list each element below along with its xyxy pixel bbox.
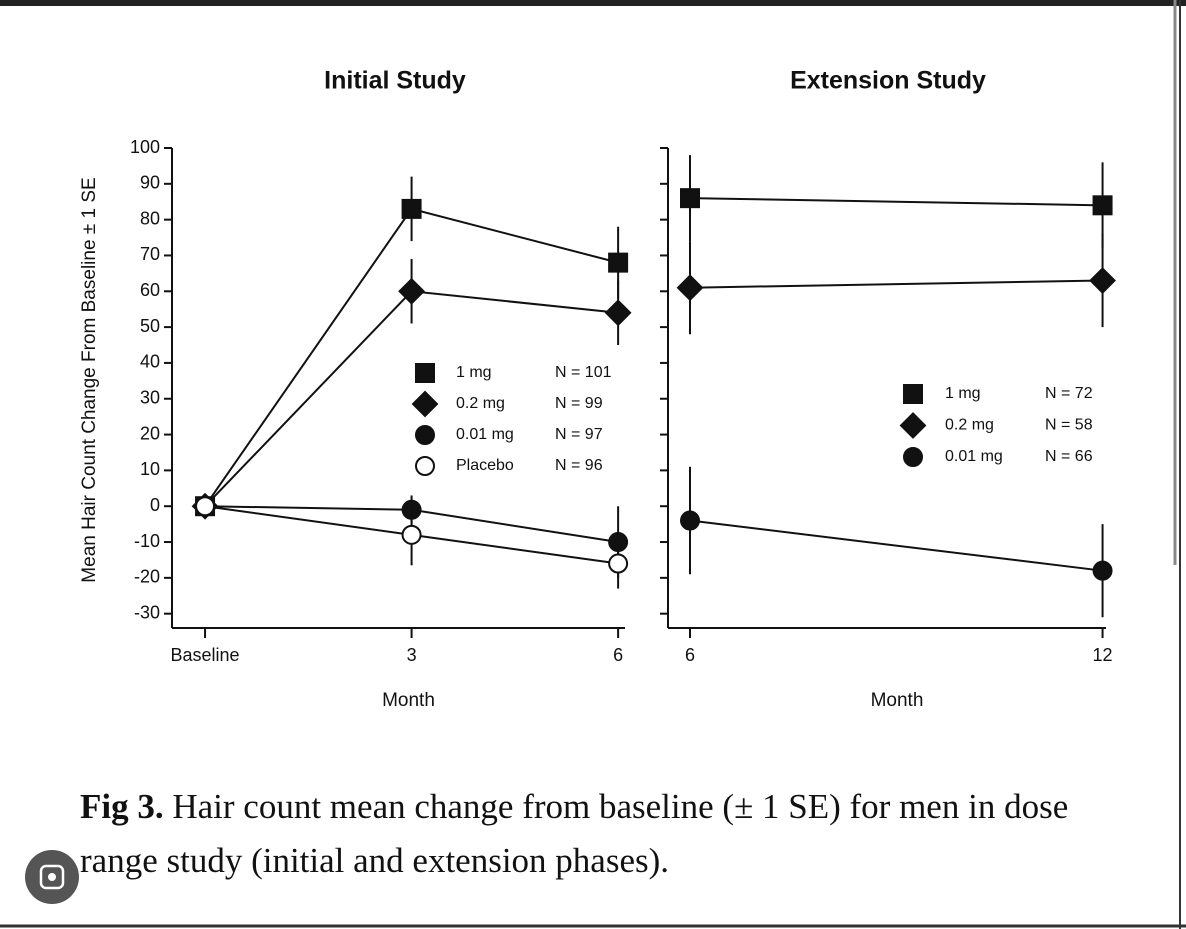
- marker: [1089, 267, 1116, 294]
- legend-label: 0.01 mg: [456, 426, 514, 443]
- series-line: [689, 197, 1103, 207]
- marker: [398, 277, 425, 305]
- series: [676, 233, 1116, 335]
- y-tick-label: 40: [140, 352, 160, 372]
- legend-entry: 0.01 mg N = 66: [903, 447, 1093, 467]
- y-tick-label: 60: [140, 280, 160, 300]
- marker: [608, 252, 629, 273]
- chart-title: Extension Study: [790, 67, 986, 95]
- legend-entry: 0.01 mg N = 97: [415, 425, 603, 445]
- series-line: [689, 519, 1103, 572]
- x-axis-label: Month: [382, 690, 435, 711]
- legend-label: 0.2 mg: [945, 417, 994, 434]
- caption-label: Fig 3.: [80, 787, 164, 826]
- x-tick-label: 3: [407, 645, 417, 665]
- series: [680, 466, 1113, 618]
- legend-entry: 1 mg N = 101: [415, 363, 612, 383]
- legend-label: 0.2 mg: [456, 395, 505, 412]
- x-tick-label: 6: [613, 645, 623, 665]
- top-bar: [0, 0, 1186, 6]
- y-tick-label: 100: [130, 137, 160, 157]
- legend-label: 1 mg: [945, 385, 981, 402]
- y-tick-label: 70: [140, 244, 160, 264]
- y-tick-label: -30: [134, 602, 160, 622]
- legend-marker: [415, 363, 435, 383]
- series: [195, 496, 629, 589]
- legend-entry: 0.2 mg N = 58: [899, 412, 1093, 439]
- marker: [1092, 195, 1113, 216]
- y-tick-label: 0: [150, 495, 160, 515]
- legend-n: N = 96: [555, 457, 603, 474]
- caption-text: Hair count mean change from baseline (± …: [80, 787, 1069, 880]
- x-tick-label: 6: [685, 645, 695, 665]
- marker: [401, 198, 422, 219]
- marker: [1092, 560, 1113, 581]
- marker: [608, 553, 629, 574]
- lens-icon[interactable]: [25, 850, 79, 904]
- caption: Fig 3. Hair count mean change from basel…: [80, 780, 1130, 888]
- legend-marker: [903, 447, 923, 467]
- x-tick-label: 12: [1093, 645, 1113, 665]
- y-tick-label: 30: [140, 387, 160, 407]
- marker: [195, 496, 216, 517]
- legend-label: 1 mg: [456, 364, 492, 381]
- y-tick-label: 50: [140, 316, 160, 336]
- legend-entry: 0.2 mg N = 99: [411, 390, 603, 418]
- series: [680, 155, 1113, 249]
- legend-marker: [411, 390, 439, 418]
- marker: [401, 524, 422, 545]
- y-axis-label: Mean Hair Count Change From Baseline ± 1…: [79, 177, 100, 582]
- x-tick-label: Baseline: [171, 645, 240, 665]
- legend-n: N = 72: [1045, 385, 1093, 402]
- legend-n: N = 97: [555, 426, 603, 443]
- marker: [680, 510, 701, 531]
- legend-label: 0.01 mg: [945, 448, 1003, 465]
- legend-marker: [415, 456, 435, 476]
- legend-label: Placebo: [456, 457, 514, 474]
- chart-title: Initial Study: [324, 67, 466, 95]
- y-tick-label: 80: [140, 208, 160, 228]
- marker: [680, 188, 701, 209]
- marker: [676, 274, 704, 302]
- legend-n: N = 101: [555, 364, 612, 381]
- series-line: [689, 279, 1103, 289]
- y-tick-label: 90: [140, 173, 160, 193]
- y-tick-label: -10: [134, 531, 160, 551]
- y-tick-label: -20: [134, 567, 160, 587]
- legend-n: N = 66: [1045, 448, 1093, 465]
- legend-n: N = 99: [555, 395, 603, 412]
- legend-entry: 1 mg N = 72: [903, 384, 1093, 404]
- legend-n: N = 58: [1045, 417, 1093, 434]
- legend-marker: [899, 412, 927, 439]
- series: [191, 259, 632, 520]
- x-axis-label: Month: [871, 690, 924, 711]
- marker: [604, 299, 632, 327]
- y-tick-label: 20: [140, 423, 160, 443]
- legend-marker: [415, 425, 435, 445]
- legend-entry: Placebo N = 96: [415, 456, 603, 476]
- legend-marker: [903, 384, 923, 404]
- y-tick-label: 10: [140, 459, 160, 479]
